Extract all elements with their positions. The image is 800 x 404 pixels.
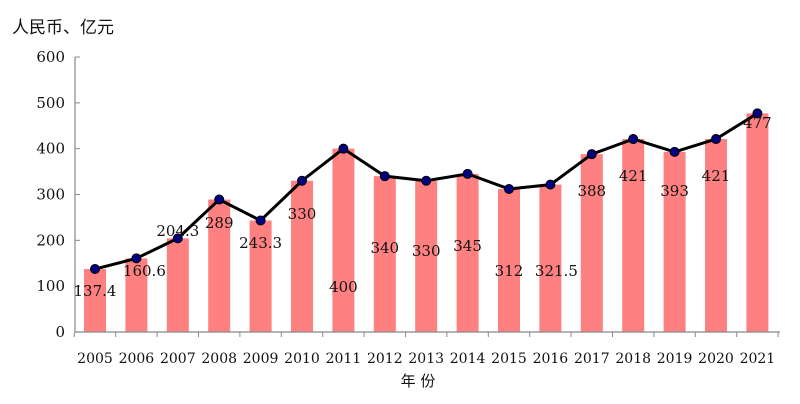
- data-label: 421: [702, 167, 731, 185]
- bar: [746, 113, 769, 332]
- y-tick-label: 500: [36, 94, 65, 112]
- data-label: 421: [619, 167, 648, 185]
- data-label: 289: [205, 214, 234, 232]
- x-tick-label: 2011: [326, 351, 362, 367]
- bar: [539, 184, 562, 332]
- x-tick-label: 2017: [574, 351, 610, 367]
- x-tick-label: 2006: [119, 351, 155, 367]
- bar: [249, 220, 272, 332]
- data-point: [214, 194, 225, 205]
- x-tick-label: 2008: [201, 351, 237, 367]
- bar: [498, 189, 520, 332]
- bar: [373, 176, 396, 332]
- x-tick-label: 2007: [160, 351, 196, 367]
- data-point: [379, 171, 390, 182]
- data-label: 330: [288, 205, 317, 223]
- data-point: [131, 253, 142, 264]
- data-point: [172, 233, 183, 244]
- data-label: 477: [743, 114, 772, 132]
- data-label: 393: [660, 182, 689, 200]
- y-tick-label: 400: [36, 140, 65, 158]
- data-label: 204.3: [156, 222, 199, 240]
- x-tick-label: 2016: [533, 351, 569, 367]
- data-label: 330: [412, 242, 441, 260]
- bar: [332, 148, 355, 332]
- x-tick-label: 2014: [450, 351, 486, 367]
- data-point: [90, 264, 100, 275]
- x-tick-label: 2013: [408, 351, 444, 367]
- bar: [415, 180, 438, 332]
- y-tick-label: 0: [55, 323, 65, 341]
- x-tick-label: 2009: [243, 351, 279, 367]
- x-tick-label: 2019: [657, 351, 693, 367]
- data-point: [504, 184, 514, 194]
- x-tick-label: 2018: [615, 351, 651, 367]
- x-tick-label: 2010: [284, 351, 320, 367]
- y-tick-label: 100: [36, 277, 65, 295]
- bar: [622, 139, 645, 332]
- data-point: [462, 168, 473, 179]
- x-tick-label: 2021: [740, 351, 776, 367]
- x-axis-label: 年 份: [401, 372, 436, 390]
- x-tick-label: 2012: [367, 351, 403, 367]
- data-point: [752, 108, 763, 119]
- bar: [166, 238, 189, 332]
- data-point: [628, 134, 639, 145]
- bar: [705, 139, 727, 332]
- data-point: [669, 146, 680, 157]
- data-label: 400: [329, 278, 358, 296]
- bar: [84, 269, 106, 332]
- data-label: 243.3: [239, 234, 282, 252]
- y-axis-label: 人民币、亿元: [12, 18, 114, 38]
- data-label: 340: [370, 239, 399, 257]
- data-label: 160.6: [123, 262, 166, 280]
- x-tick-label: 2020: [698, 351, 734, 367]
- data-point: [586, 149, 597, 160]
- bar: [580, 154, 603, 332]
- data-point: [255, 215, 266, 226]
- bar: [663, 151, 686, 332]
- data-label: 321.5: [535, 262, 578, 280]
- bar: [125, 258, 148, 332]
- data-point: [421, 175, 432, 186]
- data-point: [297, 175, 307, 186]
- y-tick-label: 300: [36, 186, 65, 204]
- bar: [208, 199, 231, 332]
- data-label: 388: [577, 182, 606, 200]
- data-label: 137.4: [74, 282, 117, 300]
- bar: [456, 173, 479, 332]
- data-point: [711, 134, 721, 145]
- bar: [291, 180, 313, 332]
- x-tick-label: 2015: [491, 351, 527, 367]
- data-point: [338, 143, 349, 154]
- data-label: 312: [495, 262, 524, 280]
- x-tick-label: 2005: [77, 351, 113, 367]
- y-tick-label: 200: [36, 231, 65, 249]
- data-label: 345: [453, 237, 482, 255]
- data-point: [545, 179, 556, 190]
- y-tick-label: 600: [36, 48, 65, 66]
